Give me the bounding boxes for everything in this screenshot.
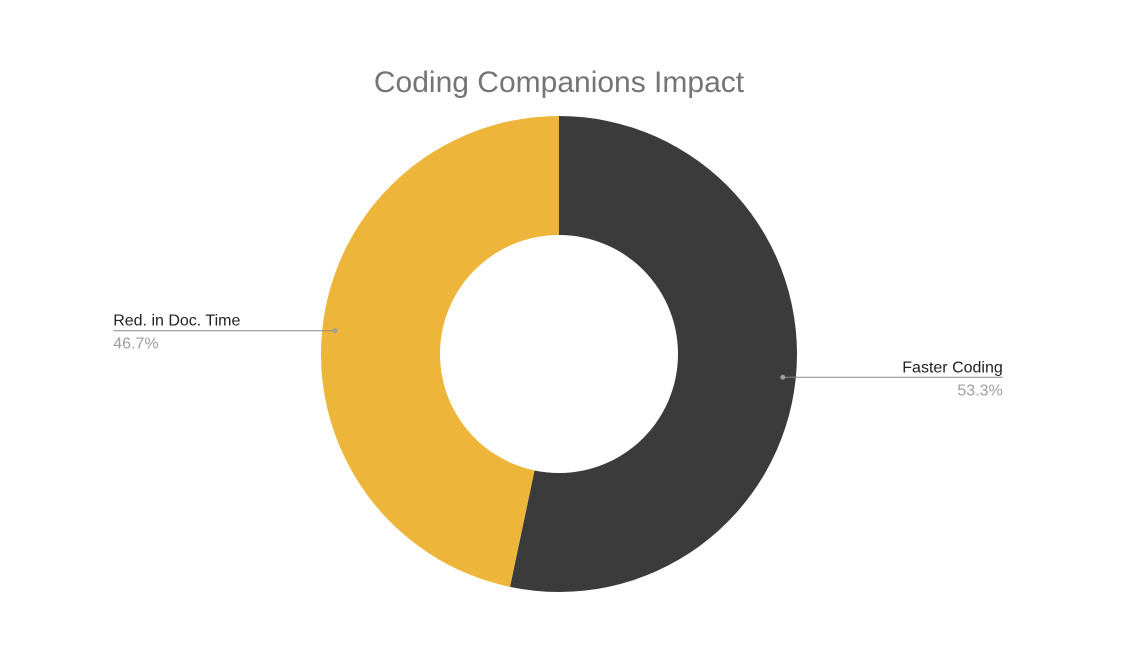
slice-red-in-doc-time (321, 116, 559, 587)
slice-label-red-in-doc-time: Red. in Doc. Time (113, 313, 240, 330)
leader-dot-red-in-doc-time (332, 328, 338, 334)
chart-title: Coding Companions Impact (374, 66, 745, 99)
labels-layer: Faster Coding 53.3% Red. in Doc. Time 46.7% (113, 313, 1003, 399)
slice-value-faster-coding: 53.3% (957, 382, 1002, 399)
slices-layer (321, 116, 798, 592)
slice-value-red-in-doc-time: 46.7% (113, 336, 158, 353)
slice-label-faster-coding: Faster Coding (902, 359, 1003, 376)
leader-dot-faster-coding (780, 374, 786, 380)
slice-faster-coding (510, 116, 798, 592)
